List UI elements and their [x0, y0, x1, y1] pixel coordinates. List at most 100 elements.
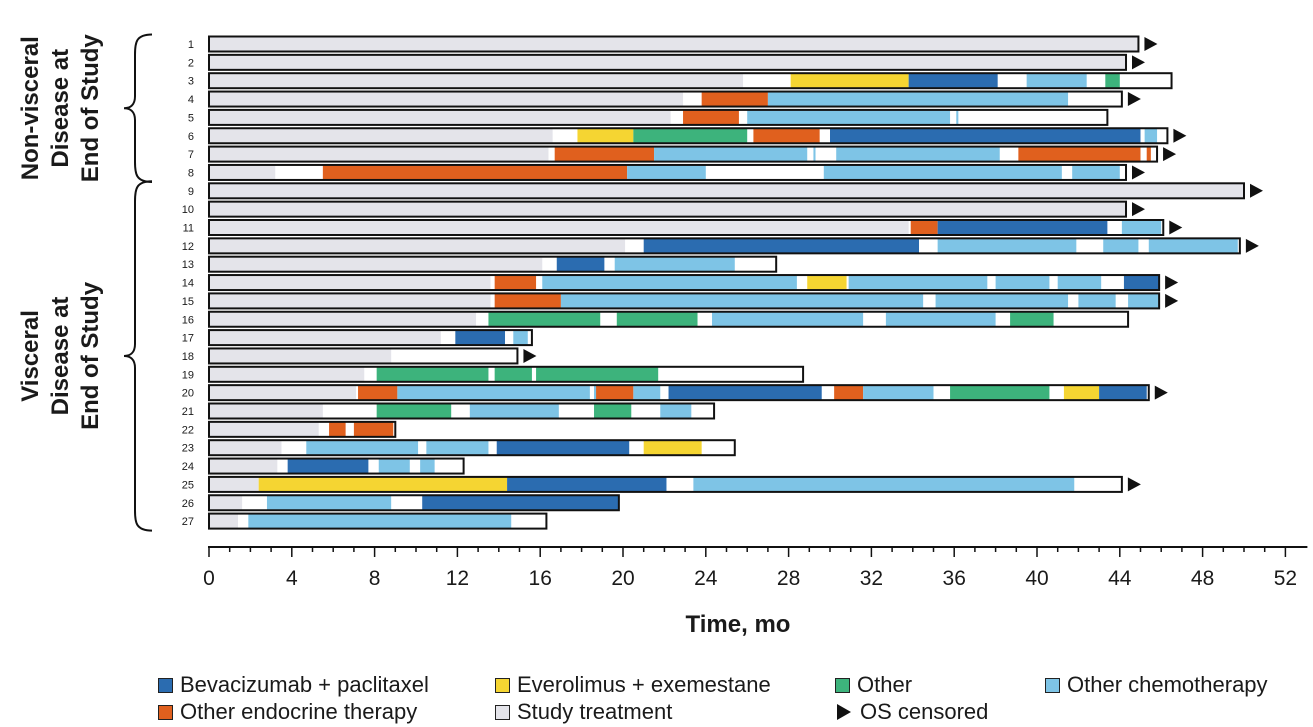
segment-oth	[494, 366, 532, 382]
segment-chemo	[1072, 164, 1120, 180]
x-tick-label: 24	[694, 567, 718, 590]
segment-endo	[596, 385, 634, 401]
x-tick-label: 4	[286, 567, 298, 590]
group-label-line: End of Study	[77, 281, 104, 430]
legend: Bevacizumab + paclitaxel Everolimus + ex…	[150, 672, 1310, 724]
survival-outline	[208, 402, 716, 420]
segment-chemo	[469, 403, 559, 419]
segment-study	[209, 54, 1127, 70]
patient-id-label: 1	[188, 39, 194, 51]
patient-id-label: 18	[182, 351, 194, 363]
segment-study	[209, 73, 744, 89]
segment-chemo	[560, 293, 924, 309]
patient-row-9: 9	[188, 182, 1263, 200]
segment-bev	[643, 238, 920, 254]
segment-study	[209, 183, 1244, 199]
legend-label-bev: Bevacizumab + paclitaxel	[180, 672, 429, 697]
patient-id-label: 8	[188, 167, 194, 179]
segment-study	[209, 476, 259, 492]
x-tick-label: 48	[1191, 567, 1214, 590]
segment-endo	[322, 164, 628, 180]
censor-triangle-icon	[837, 704, 851, 720]
segment-endo	[753, 128, 820, 144]
segment-chemo	[266, 495, 392, 511]
patient-row-23: 23	[182, 439, 736, 457]
patient-id-label: 26	[182, 498, 194, 510]
segment-endo	[329, 421, 346, 437]
survival-outline	[208, 274, 1161, 292]
censored-marker	[1250, 183, 1263, 198]
survival-outline	[208, 53, 1128, 71]
segment-eve	[577, 128, 634, 144]
segment-oth	[1010, 311, 1054, 327]
survival-outline	[208, 219, 1165, 236]
group-brace	[123, 33, 153, 183]
patient-row-22: 22	[182, 420, 397, 438]
segment-study	[209, 238, 626, 254]
group-label-line: Disease at	[47, 49, 74, 168]
survival-outline	[208, 72, 1173, 90]
legend-item-oth: Other	[835, 672, 912, 698]
patient-row-5: 5	[188, 108, 1109, 126]
segment-chemo	[306, 440, 419, 456]
group-label-line: Visceral	[17, 310, 44, 402]
segment-bev	[668, 385, 822, 401]
segment-chemo	[660, 403, 692, 419]
survival-outline	[208, 255, 778, 273]
segment-chemo	[885, 311, 996, 327]
patient-id-label: 24	[182, 461, 194, 473]
segment-endo	[910, 220, 938, 235]
survival-outline	[208, 108, 1109, 126]
censored-marker	[1163, 147, 1177, 162]
segment-chemo	[935, 293, 1069, 309]
segment-chemo	[956, 109, 959, 125]
legend-swatch-eve	[495, 677, 510, 693]
segment-oth	[633, 128, 748, 144]
censored-marker	[1144, 37, 1158, 51]
legend-item-chemo: Other chemotherapy	[1045, 672, 1268, 698]
segment-chemo	[654, 146, 808, 162]
patient-row-27: 27	[182, 512, 548, 530]
segment-study	[209, 513, 238, 529]
group-label: Visceral Disease at End of Study	[17, 281, 104, 430]
segment-chemo	[627, 164, 706, 180]
patient-id-label: 4	[188, 94, 194, 106]
survival-outline	[208, 182, 1245, 200]
patient-id-label: 3	[188, 76, 194, 88]
x-axis: 0 4 8 12 16 20 24 28 32 36 40 44 48 52	[203, 546, 1308, 590]
segment-chemo	[848, 275, 988, 291]
segment-chemo	[420, 458, 435, 474]
group-label-line: Disease at	[47, 297, 74, 416]
x-axis-label: Time, mo	[686, 611, 791, 638]
segment-study	[209, 220, 909, 235]
x-tick-label: 16	[529, 567, 552, 590]
group-labels: Non-visceral Disease at End of StudyViscer…	[17, 33, 153, 532]
segment-study	[209, 128, 553, 144]
patient-row-6: 6	[188, 127, 1187, 145]
legend-label-endo: Other endocrine therapy	[180, 699, 418, 724]
segment-bev	[287, 458, 369, 474]
segment-study	[209, 109, 671, 125]
segment-study	[209, 311, 477, 327]
segment-endo	[494, 275, 537, 291]
patient-id-label: 9	[188, 186, 194, 198]
x-tick-label: 36	[943, 567, 966, 590]
patient-id-label: 23	[182, 443, 194, 455]
patient-row-15: 15	[182, 292, 1179, 310]
segment-eve	[643, 440, 702, 456]
segment-oth	[950, 385, 1050, 401]
patient-id-label: 11	[183, 223, 194, 235]
segment-study	[209, 275, 491, 291]
survival-outline	[208, 200, 1128, 218]
group-label-line: Non-visceral	[17, 36, 44, 180]
censored-marker	[1165, 293, 1179, 308]
patient-row-24: 24	[182, 457, 465, 475]
patient-id-label: 13	[182, 259, 194, 271]
segment-eve	[1063, 385, 1100, 401]
segment-oth	[536, 366, 659, 382]
censored-marker	[1132, 202, 1146, 217]
segment-chemo	[813, 146, 816, 162]
legend-item-endo: Other endocrine therapy	[158, 699, 417, 725]
segment-oth	[488, 311, 601, 327]
segment-bev	[1123, 275, 1160, 291]
